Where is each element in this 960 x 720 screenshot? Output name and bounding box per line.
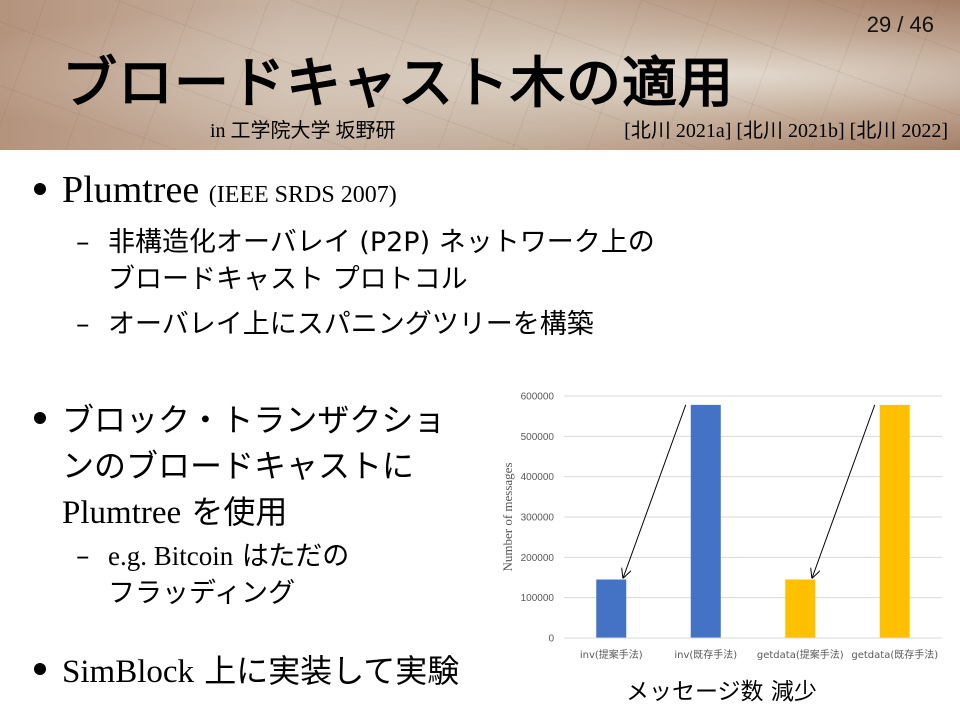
bullet-dot bbox=[34, 412, 46, 424]
bullet-plumtree: Plumtree (IEEE SRDS 2007) bbox=[34, 168, 397, 212]
references: [北川 2021a] [北川 2021b] [北川 2022] bbox=[624, 120, 948, 142]
annotation-arrow bbox=[812, 404, 876, 578]
y-axis-label: Number of messages bbox=[500, 462, 515, 571]
bar bbox=[690, 404, 721, 638]
dash-marker: – bbox=[76, 541, 90, 572]
x-tick-label: getdata(提案手法) bbox=[757, 648, 844, 661]
x-tick-label: inv(提案手法) bbox=[580, 648, 643, 661]
bitcoin-text: e.g. Bitcoin bbox=[108, 541, 234, 571]
sub-bullet-line: フラッディング bbox=[108, 578, 296, 609]
y-tick-label: 500000 bbox=[521, 432, 555, 443]
y-tick-label: 100000 bbox=[521, 593, 555, 604]
map-texture bbox=[0, 0, 960, 150]
header-banner bbox=[0, 0, 960, 150]
bullet-line: を使用 bbox=[181, 493, 288, 531]
sub-bullet-line: オーバレイ上にスパニングツリーを構築 bbox=[108, 309, 594, 340]
bullet-dot bbox=[34, 183, 46, 196]
dash-marker: – bbox=[76, 309, 90, 340]
x-tick-label: getdata(既存手法) bbox=[851, 648, 938, 661]
y-tick-label: 300000 bbox=[521, 513, 555, 524]
y-tick-label: 200000 bbox=[521, 553, 555, 564]
chart-caption: メッセージ数 減少 bbox=[626, 679, 817, 705]
slide-title: ブロードキャスト木の適用 bbox=[62, 51, 735, 115]
bar bbox=[596, 579, 627, 638]
y-tick-label: 600000 bbox=[521, 392, 555, 403]
bullet-dot bbox=[34, 663, 46, 675]
x-tick-label: inv(既存手法) bbox=[674, 648, 737, 661]
bullet-plumtree-text: Plumtree bbox=[62, 169, 200, 211]
simblock-text: SimBlock bbox=[62, 654, 195, 690]
bar bbox=[879, 404, 910, 638]
bar bbox=[785, 579, 816, 638]
bullet-plumtree-word: Plumtree bbox=[62, 495, 182, 531]
y-tick-label: 400000 bbox=[521, 472, 555, 483]
sub-bullet-overlay-protocol: – 非構造化オーバレイ (P2P) ネットワーク上の ブロードキャスト プロトコ… bbox=[76, 224, 655, 298]
bullet-block-broadcast: ブロック・トランザクショ ンのブロードキャストに Plumtree を使用 bbox=[34, 397, 445, 536]
annotation-arrow bbox=[623, 404, 687, 578]
bullet-line: ブロック・トランザクショ bbox=[62, 401, 446, 439]
bullet-simblock: SimBlock 上に実装して実験 bbox=[34, 646, 459, 692]
slide-subtitle: in 工学院大学 坂野研 bbox=[210, 120, 396, 142]
sub-bullet-line: 非構造化オーバレイ (P2P) ネットワーク上の bbox=[108, 227, 655, 258]
sub-bullet-bitcoin: – e.g. Bitcoin はただの フラッディング bbox=[76, 538, 350, 612]
bullet-plumtree-note: (IEEE SRDS 2007) bbox=[208, 182, 397, 208]
y-tick-label: 0 bbox=[548, 634, 554, 645]
sub-bullet-line: はただの bbox=[233, 541, 350, 572]
bullet-line: ンのブロードキャストに bbox=[62, 447, 415, 485]
sub-bullet-line: ブロードキャスト プロトコル bbox=[108, 264, 468, 295]
dash-marker: – bbox=[76, 227, 90, 258]
page-number: 29 / 46 bbox=[866, 12, 934, 37]
sub-bullet-spanning-tree: – オーバレイ上にスパニングツリーを構築 bbox=[76, 306, 594, 343]
bullet-line: 上に実装して実験 bbox=[194, 652, 460, 690]
message-count-chart: 0 100000 200000 300000 400000 500000 600000 Num… bbox=[500, 392, 942, 661]
